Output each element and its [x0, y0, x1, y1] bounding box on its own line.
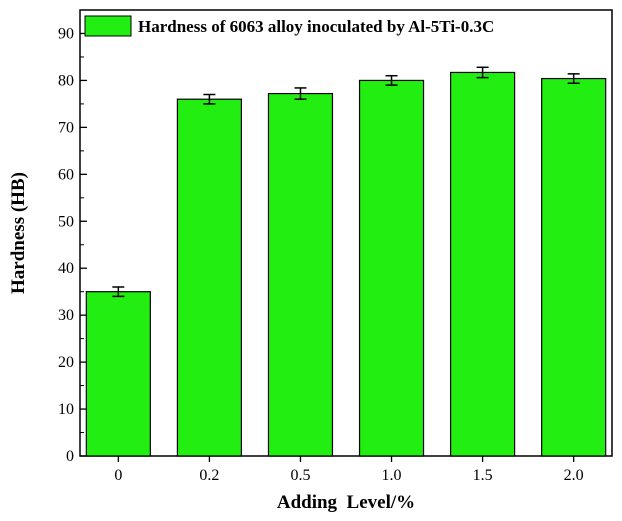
x-axis-title: Adding Level/%	[277, 492, 415, 513]
plot-frame	[79, 9, 613, 457]
bar	[358, 79, 425, 457]
legend-label: Hardness of 6063 alloy inoculated by Al-…	[138, 17, 494, 36]
x-tick-label: 2.0	[564, 467, 584, 484]
legend: Hardness of 6063 alloy inoculated by Al-…	[84, 15, 494, 37]
y-tick-label: 30	[58, 307, 74, 324]
y-tick-label: 0	[66, 448, 74, 465]
bars	[85, 71, 607, 457]
y-tick-label: 20	[58, 354, 74, 371]
y-tick-label: 40	[58, 260, 74, 277]
bar	[85, 291, 151, 457]
x-tick-label: 0.2	[199, 467, 219, 484]
y-tick-label: 90	[58, 25, 74, 42]
y-tick-label: 70	[58, 119, 74, 136]
x-tick-label: 0.5	[290, 467, 310, 484]
x-axis: 0 0.2 0.5 1.0 1.5 2.0	[114, 456, 584, 484]
y-tick-label: 10	[58, 401, 74, 418]
bar	[541, 77, 607, 457]
x-tick-label: 1.5	[473, 467, 493, 484]
y-axis: 0 10 20 30 40 50 60 70 80 90	[58, 25, 87, 465]
x-tick-label: 1.0	[382, 467, 402, 484]
y-tick-label: 50	[58, 213, 74, 230]
x-tick-label: 0	[114, 467, 122, 484]
y-tick-label: 60	[58, 166, 74, 183]
bar	[450, 71, 516, 457]
y-tick-label: 80	[58, 72, 74, 89]
bar	[176, 98, 242, 457]
y-axis-title: Hardness (HB)	[8, 172, 29, 294]
error-bars	[112, 66, 580, 298]
bar	[267, 92, 334, 457]
legend-swatch	[84, 15, 132, 37]
